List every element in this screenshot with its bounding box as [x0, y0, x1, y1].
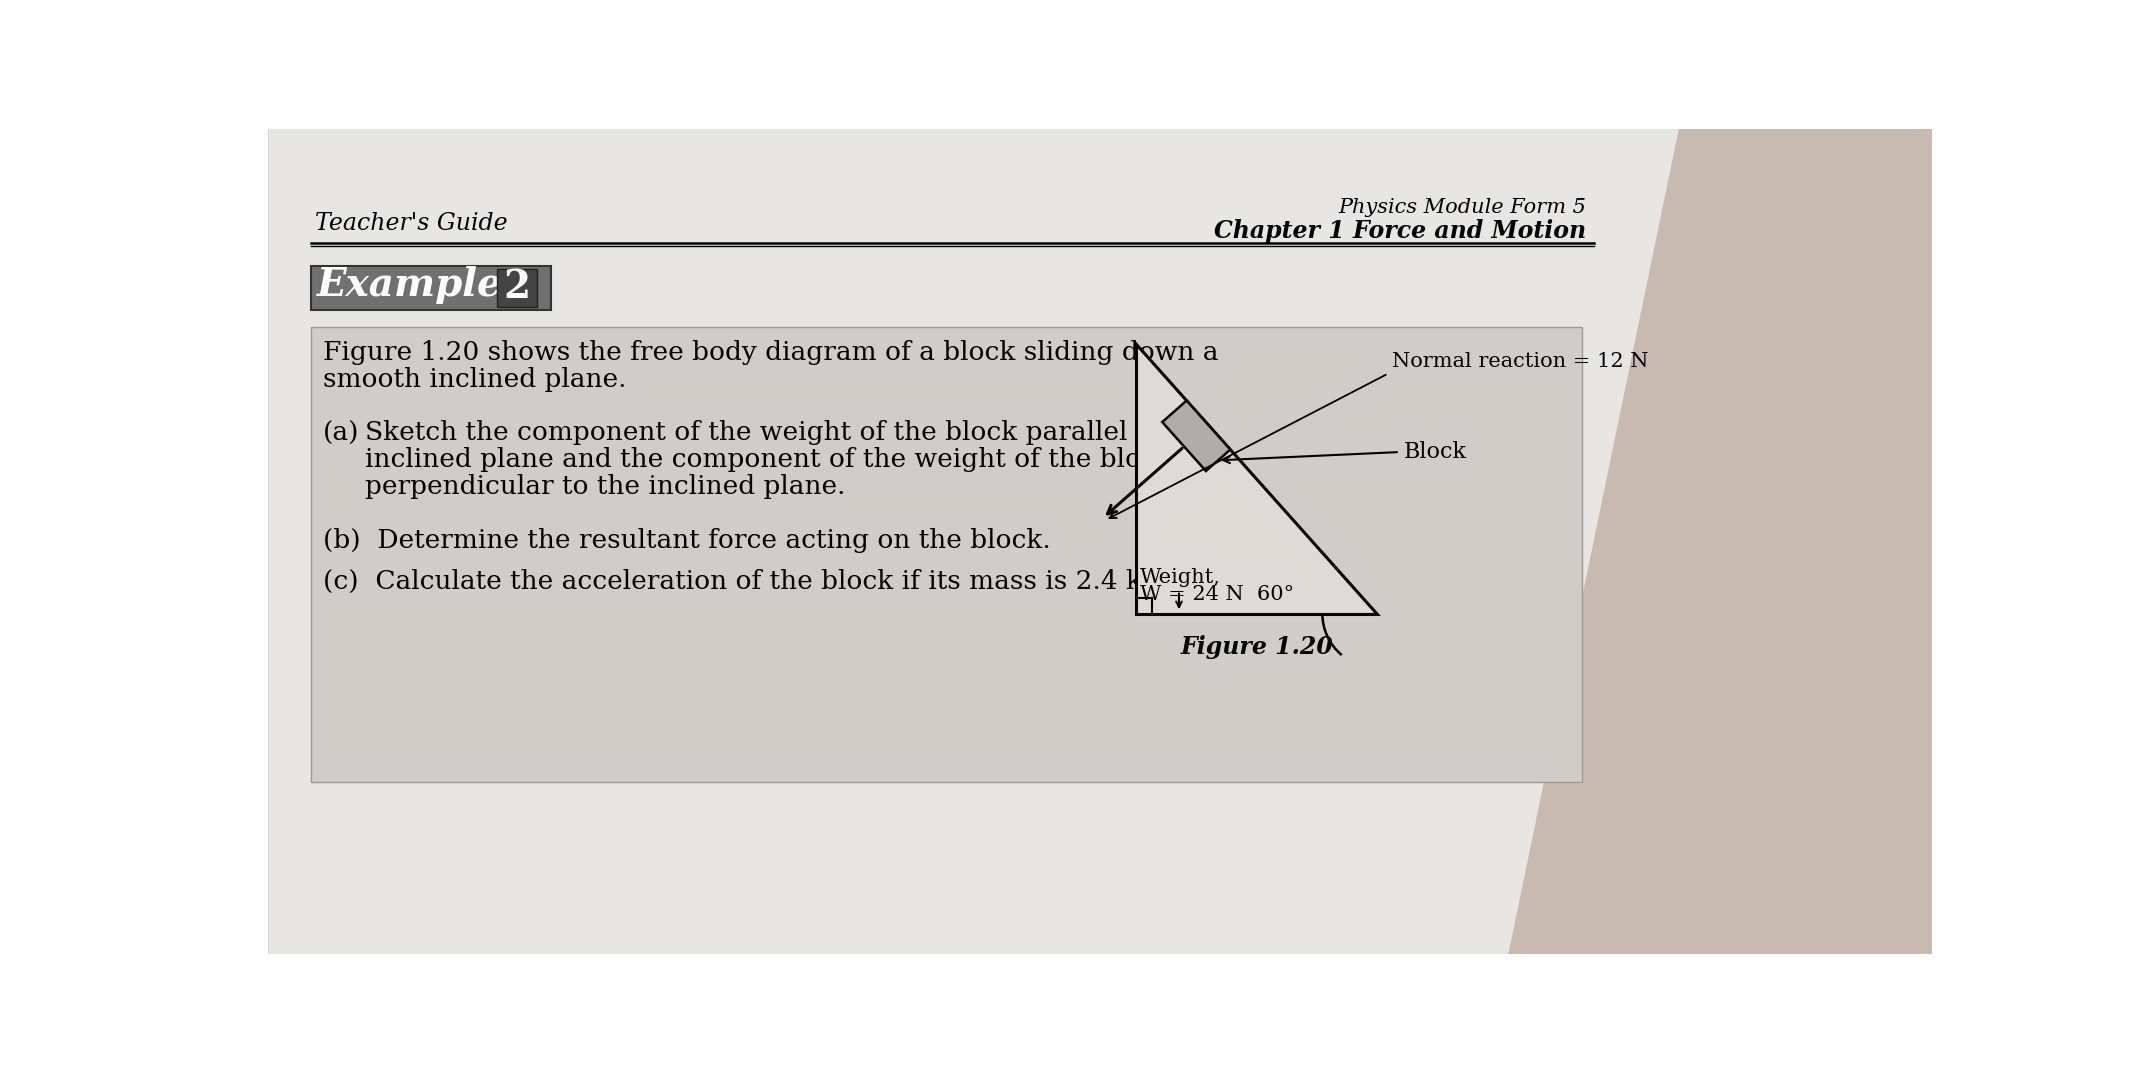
Text: W = 24 N  60°: W = 24 N 60°	[1140, 585, 1295, 604]
Text: Sketch the component of the weight of the block parallel to the: Sketch the component of the weight of th…	[365, 420, 1213, 446]
Text: 2: 2	[505, 268, 530, 306]
Text: smooth inclined plane.: smooth inclined plane.	[322, 367, 627, 391]
Bar	[311, 266, 552, 311]
Text: Normal reaction = 12 N: Normal reaction = 12 N	[1391, 353, 1649, 371]
Bar	[496, 269, 537, 308]
Polygon shape	[268, 129, 1679, 954]
Text: inclined plane and the component of the weight of the block: inclined plane and the component of the …	[365, 447, 1172, 473]
Text: Example: Example	[318, 266, 502, 304]
Polygon shape	[1136, 344, 1376, 614]
Text: Physics Module Form 5: Physics Module Form 5	[1338, 198, 1587, 218]
Text: (c)  Calculate the acceleration of the block if its mass is 2.4 kg.: (c) Calculate the acceleration of the bl…	[322, 569, 1168, 594]
Text: (a): (a)	[322, 420, 359, 446]
Text: perpendicular to the inclined plane.: perpendicular to the inclined plane.	[365, 475, 846, 500]
Text: Teacher's Guide: Teacher's Guide	[316, 212, 507, 235]
Text: Block: Block	[1404, 441, 1466, 463]
Polygon shape	[1162, 401, 1230, 471]
Bar	[311, 327, 1582, 781]
Text: Figure 1.20: Figure 1.20	[1181, 635, 1333, 659]
Text: (b)  Determine the resultant force acting on the block.: (b) Determine the resultant force acting…	[322, 528, 1050, 553]
Text: Weight,: Weight,	[1140, 568, 1222, 587]
Text: Chapter 1 Force and Motion: Chapter 1 Force and Motion	[1213, 219, 1587, 243]
Text: Figure 1.20 shows the free body diagram of a block sliding down a: Figure 1.20 shows the free body diagram …	[322, 340, 1217, 364]
